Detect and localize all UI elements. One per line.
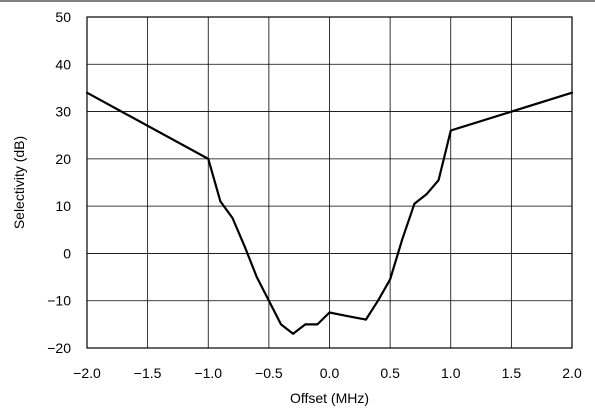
- y-tick-label: 50: [55, 9, 71, 25]
- y-tick-label: −10: [47, 293, 71, 309]
- y-tick-label: 30: [55, 104, 71, 120]
- x-tick-label: −1.5: [134, 365, 162, 381]
- x-tick-label: 1.5: [502, 365, 522, 381]
- x-tick-labels: −2.0 −1.5 −1.0 −0.5 0.0 0.5 1.0 1.5 2.0: [73, 365, 582, 381]
- y-tick-labels: 50 40 30 20 10 0 −10 −20: [47, 9, 71, 356]
- x-tick-label: 1.0: [441, 365, 461, 381]
- x-tick-label: −2.0: [73, 365, 101, 381]
- y-tick-label: 10: [55, 198, 71, 214]
- x-tick-label: 2.0: [562, 365, 582, 381]
- y-axis-title: Selectivity (dB): [11, 136, 27, 229]
- x-tick-label: −1.0: [194, 365, 222, 381]
- series-layer: [85, 91, 574, 335]
- plot-frame: [86, 16, 573, 349]
- y-tick-label: −20: [47, 340, 71, 356]
- y-tick-label: 40: [55, 56, 71, 72]
- grid: [87, 17, 572, 348]
- y-tick-label: 0: [63, 245, 71, 261]
- x-tick-label: 0.5: [380, 365, 400, 381]
- x-axis-title: Offset (MHz): [290, 390, 369, 406]
- x-tick-label: −0.5: [255, 365, 283, 381]
- y-tick-label: 20: [55, 151, 71, 167]
- selectivity-line: [85, 91, 574, 335]
- x-tick-label: 0.0: [320, 365, 340, 381]
